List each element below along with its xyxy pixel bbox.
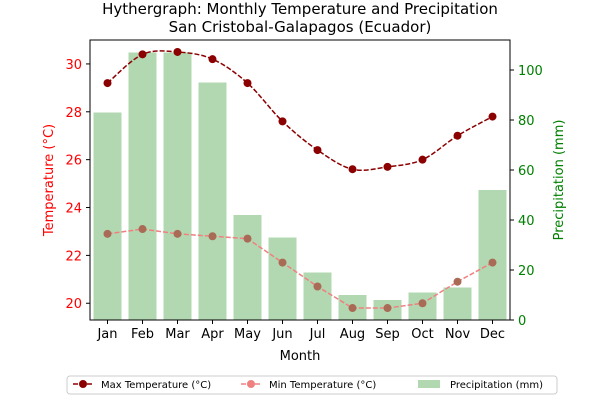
left-tick-label-22: 22 [65, 249, 82, 264]
x-tick-label-jun: Jun [271, 327, 292, 342]
precip-bar-apr [198, 82, 227, 320]
min-temp-point-jul [313, 282, 322, 291]
x-axis-ticks: Jan Feb Mar Apr May Jun Jul Aug Sep Oct Nov Dec [96, 320, 505, 342]
precip-bar-mar [163, 52, 192, 320]
x-tick-label-aug: Aug [340, 327, 365, 342]
max-temp-point-jul [313, 146, 322, 155]
max-temp-point-nov [453, 131, 462, 140]
legend-precip-label: Precipitation (mm) [450, 380, 543, 391]
right-tick-label-80: 80 [518, 114, 535, 129]
x-tick-label-mar: Mar [165, 327, 190, 342]
legend-min-label: Min Temperature (°C) [269, 380, 376, 391]
legend-min-swatch-marker [247, 380, 255, 388]
temperature-lines [103, 47, 497, 313]
min-temp-point-may [243, 234, 252, 243]
right-axis-label: Precipitation (mm) [552, 120, 567, 241]
min-temp-point-jun [278, 258, 287, 267]
chart-title-line-1: Hythergraph: Monthly Temperature and Pre… [102, 0, 498, 18]
right-tick-label-60: 60 [518, 164, 535, 179]
min-temp-point-oct [418, 299, 427, 308]
min-temp-point-sep [383, 304, 392, 313]
chart-title-line-2: San Cristobal-Galapagos (Ecuador) [169, 18, 432, 36]
precip-bar-jun [268, 237, 297, 320]
right-tick-label-40: 40 [518, 214, 535, 229]
precip-bar-nov [443, 287, 472, 320]
x-axis-label: Month [280, 349, 321, 364]
right-axis-ticks: 0 20 40 60 80 100 [510, 64, 543, 329]
left-tick-label-20: 20 [65, 297, 82, 312]
legend-precip-swatch [418, 380, 440, 388]
max-temp-point-oct [418, 155, 427, 164]
left-axis-ticks: 20 22 24 26 28 30 [65, 58, 90, 312]
left-tick-label-26: 26 [65, 154, 82, 169]
precip-bar-jan [93, 112, 122, 320]
max-temp-point-may [243, 79, 252, 88]
max-temp-point-jun [278, 117, 287, 126]
min-temp-point-aug [348, 304, 357, 313]
x-tick-label-nov: Nov [445, 327, 471, 342]
max-temp-point-sep [383, 162, 392, 171]
precip-bar-dec [478, 190, 507, 320]
max-temp-point-jan [103, 79, 112, 88]
precip-bar-may [233, 215, 262, 320]
left-tick-label-28: 28 [65, 106, 82, 121]
min-temp-point-apr [208, 232, 217, 241]
min-temp-line [107, 228, 493, 309]
right-tick-label-100: 100 [518, 64, 543, 79]
max-temp-point-feb [138, 50, 147, 59]
max-temp-point-dec [488, 112, 497, 121]
legend-max-swatch-marker [79, 380, 87, 388]
left-tick-label-30: 30 [65, 58, 82, 73]
x-tick-label-dec: Dec [480, 327, 505, 342]
x-tick-label-feb: Feb [131, 327, 154, 342]
min-temp-point-mar [173, 229, 182, 238]
x-tick-label-apr: Apr [201, 327, 224, 342]
left-axis-label: Temperature (°C) [42, 124, 57, 237]
left-tick-label-24: 24 [65, 202, 82, 217]
legend-max-label: Max Temperature (°C) [101, 380, 211, 391]
right-tick-label-20: 20 [518, 264, 535, 279]
min-temp-point-dec [488, 258, 497, 267]
max-temp-point-mar [173, 47, 182, 56]
legend: Max Temperature (°C) Min Temperature (°C… [66, 375, 558, 395]
min-temp-point-jan [103, 229, 112, 238]
max-temp-point-aug [348, 165, 357, 174]
x-tick-label-may: May [234, 327, 261, 342]
x-tick-label-jul: Jul [309, 327, 326, 342]
max-temp-point-apr [208, 55, 217, 64]
x-tick-label-oct: Oct [411, 327, 433, 342]
right-tick-label-0: 0 [518, 314, 526, 329]
min-temp-point-nov [453, 277, 462, 286]
x-tick-label-jan: Jan [96, 327, 117, 342]
min-temp-point-feb [138, 225, 147, 234]
plot-area-frame [89, 39, 511, 321]
precip-bar-feb [128, 52, 157, 320]
precipitation-bars [93, 52, 507, 320]
x-tick-label-sep: Sep [375, 327, 400, 342]
